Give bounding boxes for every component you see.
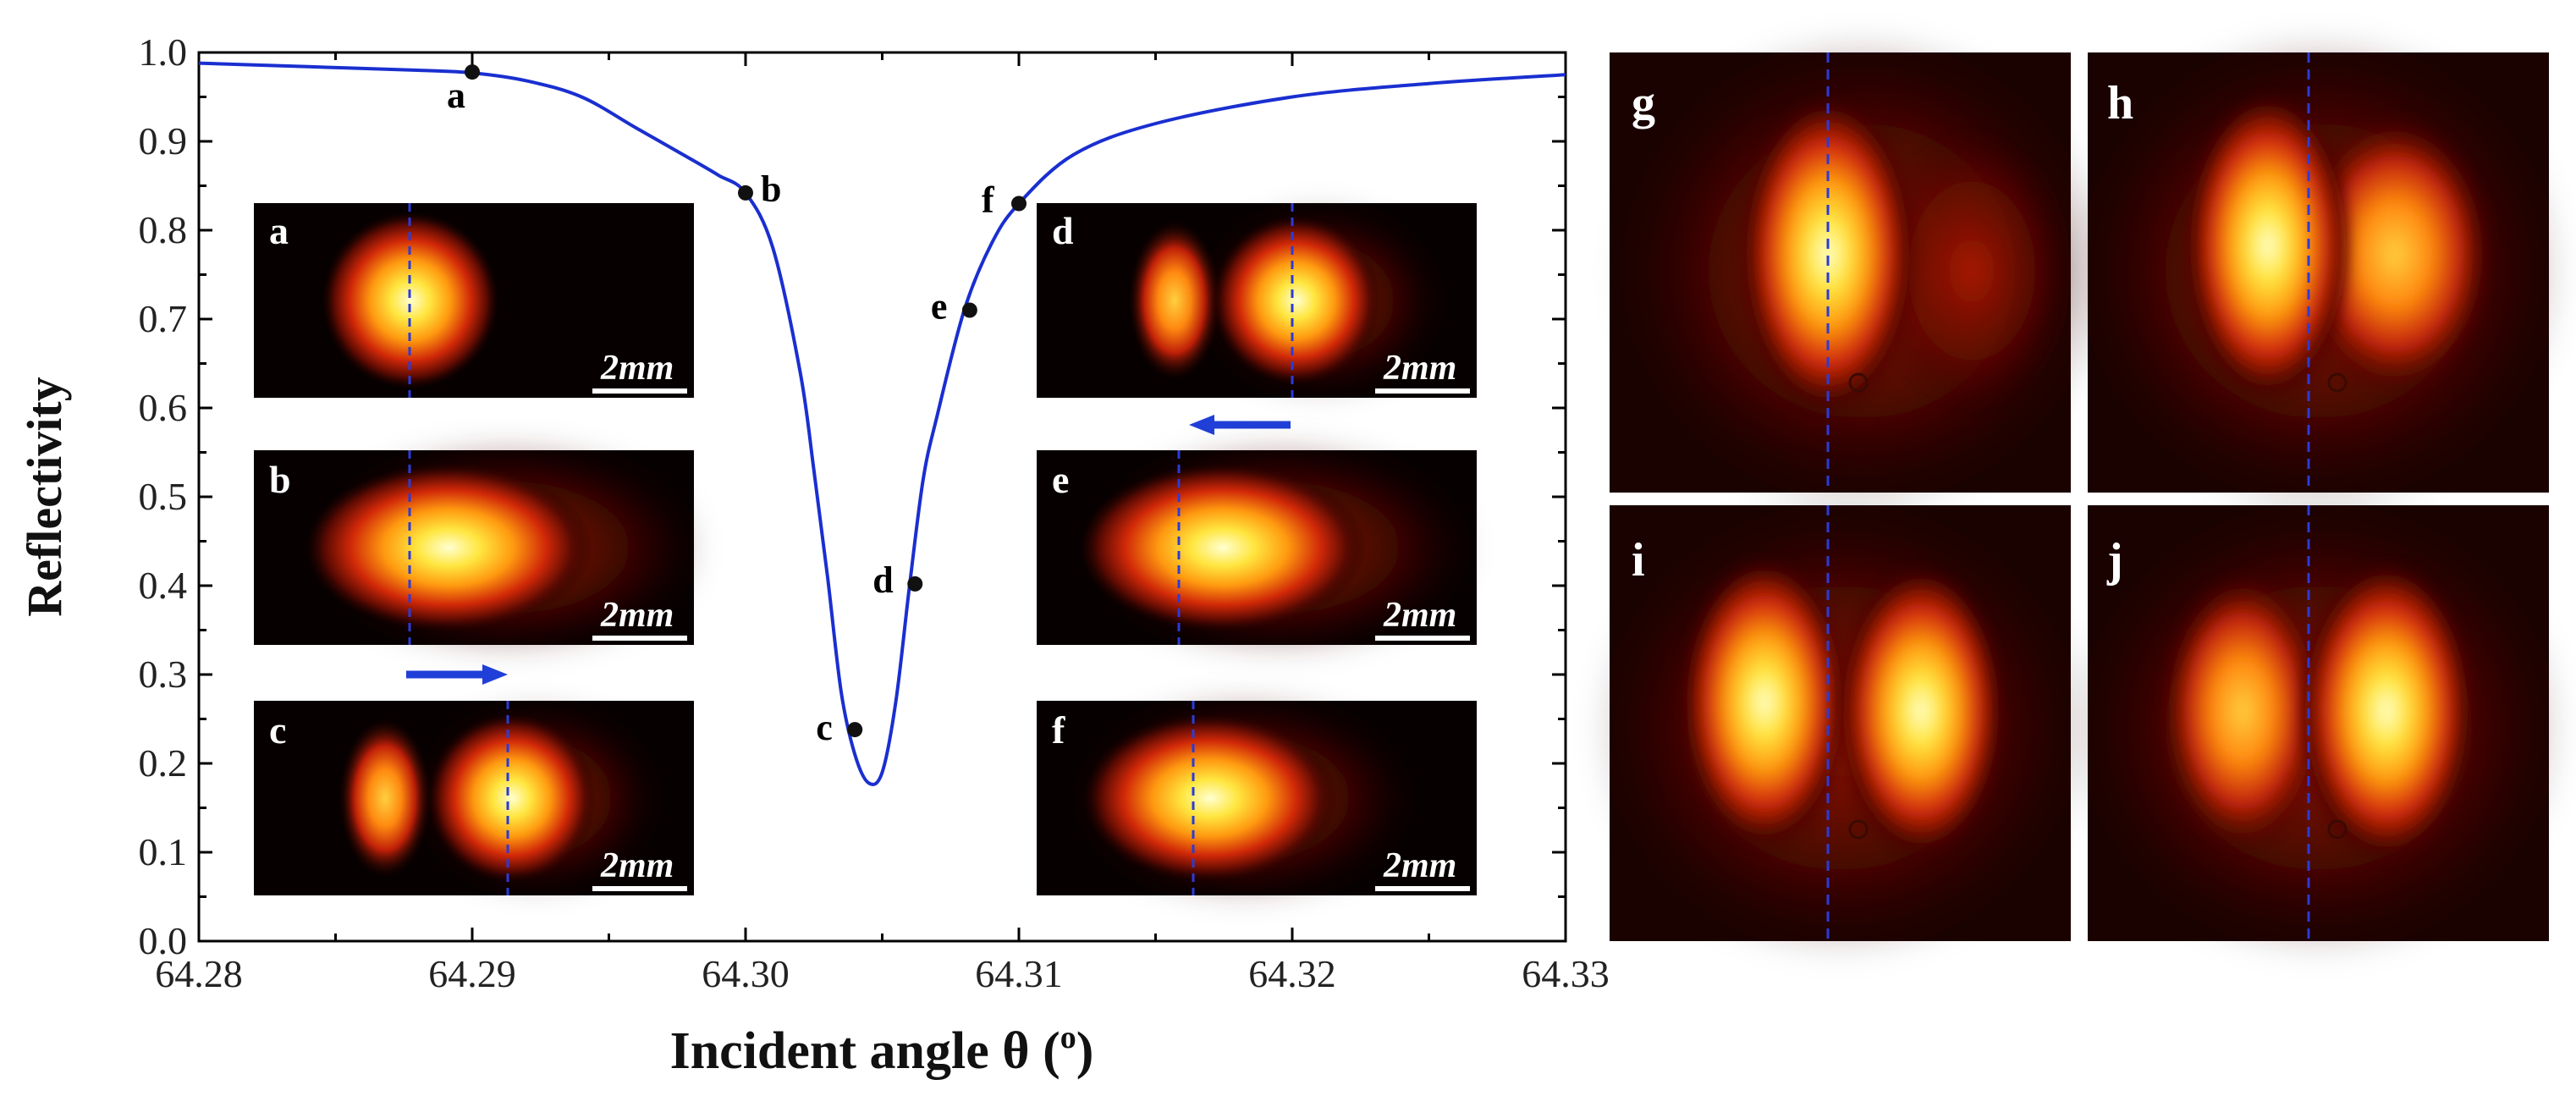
marked-point-label-d: d [872,559,893,601]
y-tick-label: 0.2 [139,741,188,785]
panel-h-main-lobe [2183,89,2353,402]
inset-c-label: c [269,708,286,752]
marked-point-f [1011,196,1027,212]
shift-right-arrow [406,664,508,685]
shift-left-arrow-head [1189,415,1214,435]
panel-g-label: g [1632,77,1655,129]
inset-f-beam-spot [1083,713,1337,883]
x-tick-label: 64.29 [428,952,516,995]
tick-labels: 64.28 64.29 64.30 64.31 64.32 64.33 0.0 0.1 0.2 0… [139,30,1610,995]
marked-point-label-e: e [931,286,948,328]
inset-f: f 2mm [1037,697,1477,900]
panel-j: j [2073,499,2564,956]
panel-h-label: h [2107,77,2133,129]
y-tick-label: 1.0 [139,30,188,74]
inset-d-label: d [1052,209,1074,252]
inset-b-scale-label: 2mm [600,596,674,635]
inset-a: a 2mm [254,203,694,398]
inset-c: c 2mm [254,701,694,895]
y-tick-label: 0.7 [139,297,188,340]
inset-d-beam-lobe-left [1128,220,1221,381]
panel-g-side-lobe [1870,127,2073,415]
marked-point-label-a: a [447,74,465,116]
x-axis-title-degree: o [1060,1020,1076,1055]
x-tick-label: 64.31 [975,952,1063,995]
inset-b: b 2mm [254,442,702,653]
y-tick-label: 0.8 [139,208,188,251]
y-tick-label: 0.6 [139,386,188,429]
inset-c-beam-lobe-right [427,713,597,883]
inset-a-scale-label: 2mm [600,349,674,388]
y-tick-label: 0.9 [139,119,188,162]
inset-e-scale-label: 2mm [1383,596,1456,635]
x-tick-label: 64.33 [1522,952,1610,995]
inset-e: e 2mm [1037,442,1477,653]
reflectivity-curve [199,61,1566,786]
marked-points: a b c d e f [447,64,1027,748]
panel-g-main-lobe [1739,93,1917,415]
panel-i-dust-mark [1848,819,1869,840]
panel-g: g [1610,34,2107,508]
inset-b-beam-spot [305,463,592,632]
axis-ticks [197,51,1567,943]
marked-point-c [847,722,863,738]
marked-point-e [961,302,977,318]
inset-f-label: f [1052,708,1065,752]
inset-f-scale-label: 2mm [1383,846,1456,885]
panel-j-left-lobe [2158,567,2327,855]
marked-point-label-f: f [982,179,995,221]
experimental-panels: g h i j [1595,34,2564,956]
y-tick-label: 0.1 [139,830,188,873]
inset-d-scale-label: 2mm [1383,349,1456,388]
inset-b-label: b [269,458,291,501]
panel-j-dust-mark [2327,819,2348,840]
inset-e-label: e [1052,458,1069,501]
panel-i-left-lobe [1680,554,1849,851]
y-tick-label: 0.3 [139,653,188,696]
panel-i-right-lobe [1836,563,2006,859]
shift-right-arrow-head [482,664,508,685]
inset-c-scale-label: 2mm [600,846,674,885]
shift-left-arrow [1189,415,1291,435]
inset-a-label: a [269,209,289,252]
panel-i-label: i [1632,534,1645,587]
inset-c-beam-lobe-left [339,718,432,878]
panel-j-right-lobe [2298,559,2475,863]
x-tick-label: 64.32 [1248,952,1336,995]
inset-d: d 2mm [1037,203,1477,398]
marked-point-label-c: c [816,707,833,748]
y-tick-label: 0.0 [139,919,188,962]
x-tick-label: 64.30 [702,952,790,995]
inset-e-beam-spot [1079,463,1367,632]
inset-d-beam-lobe-right [1212,216,1381,385]
y-tick-label: 0.5 [139,475,188,518]
beam-profile-insets: a 2mm b 2mm [254,203,1477,900]
x-axis-title-text: Incident angle θ ( [670,1022,1060,1080]
y-tick-label: 0.4 [139,564,188,607]
x-axis-title-close: ) [1076,1022,1094,1080]
panel-i: i [1595,499,2086,956]
marked-point-label-b: b [761,168,781,210]
x-tick-label: 64.28 [155,952,243,995]
inset-a-beam-spot [322,212,499,389]
panel-g-dust-mark [1848,372,1869,393]
panel-j-label: j [2106,534,2123,587]
y-axis-title: Reflectivity [17,377,72,616]
panel-h-dust-mark [2327,372,2348,393]
reflectivity-plot: 64.28 64.29 64.30 64.31 64.32 64.33 0.0 0.1 0.2 0… [17,30,1610,1080]
x-axis-title: Incident angle θ (o) [670,1020,1094,1080]
marked-point-a [465,64,480,80]
marked-point-b [738,184,753,201]
panel-h: h [2073,34,2564,508]
marked-point-d [907,576,923,592]
